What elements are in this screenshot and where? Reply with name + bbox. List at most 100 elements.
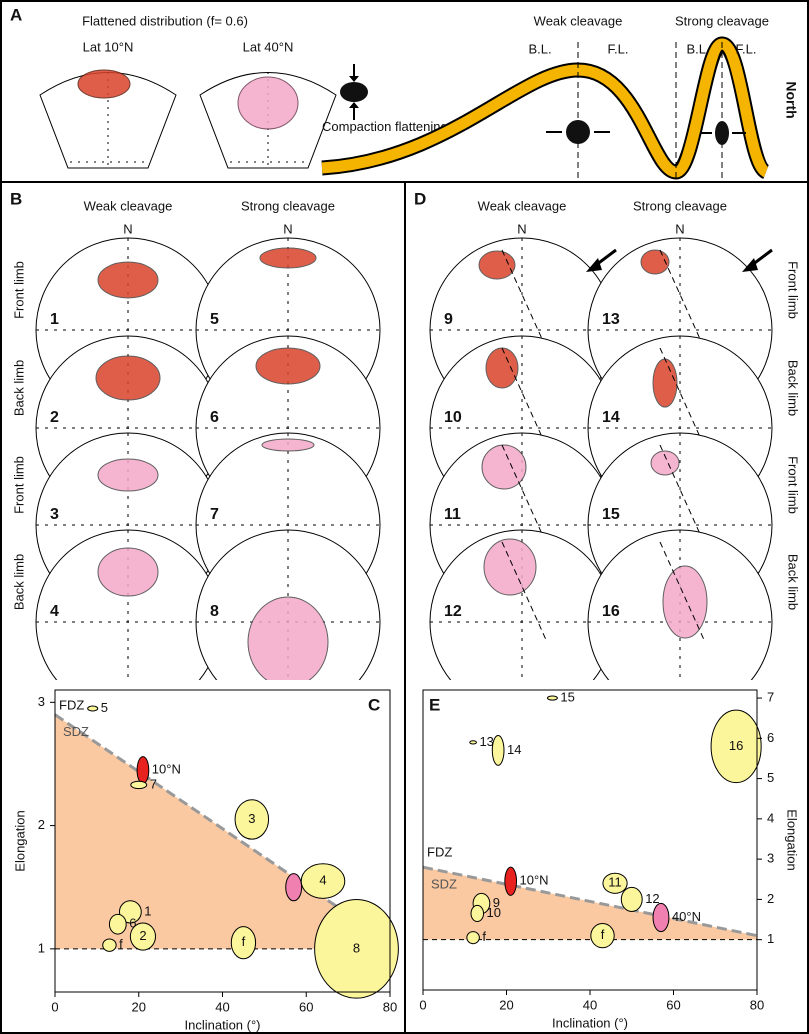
- data-cloud: [485, 347, 519, 389]
- north-label: North: [783, 81, 799, 118]
- confidence-ellipse: [546, 695, 558, 701]
- confidence-ellipse: [710, 709, 762, 784]
- point-label: 13: [479, 734, 493, 749]
- point-label: 5: [101, 700, 108, 715]
- confidence-ellipse: [129, 922, 156, 951]
- column-header: Weak cleavage: [478, 198, 567, 213]
- limb-label: Front limb: [11, 456, 26, 514]
- confidence-ellipse: [230, 926, 257, 960]
- net-number: 6: [210, 409, 219, 426]
- point-label: 10: [487, 905, 501, 920]
- y-tick-label: 7: [767, 689, 774, 704]
- net-title: Lat 40°N: [243, 39, 294, 54]
- cleavage-trace: [659, 541, 706, 643]
- limb-label: Front limb: [786, 261, 801, 319]
- cleavage-trace: [501, 347, 548, 449]
- x-tick-label: 40: [215, 999, 229, 1014]
- north-label: N: [517, 221, 526, 236]
- point-label: 10°N: [152, 762, 181, 777]
- confidence-ellipse: [108, 913, 127, 935]
- process-label: Compaction flattening: [322, 119, 448, 134]
- point-label: 8: [353, 940, 360, 955]
- confidence-ellipse: [491, 735, 505, 766]
- data-cloud: [662, 565, 708, 639]
- point-label: f: [482, 929, 486, 944]
- zone-label: Weak cleavage: [534, 13, 623, 28]
- confidence-ellipse: [87, 705, 99, 712]
- x-tick-label: 80: [383, 999, 397, 1014]
- limb-label: Back limb: [786, 554, 801, 610]
- panel-label: D: [414, 189, 426, 208]
- y-tick-label: 1: [767, 931, 774, 946]
- point-label: 4: [319, 872, 326, 887]
- data-cloud: [652, 358, 678, 408]
- data-cloud: [261, 438, 315, 452]
- data-cloud: [640, 249, 670, 275]
- net-number: 2: [50, 409, 59, 426]
- net-number: 12: [444, 603, 462, 620]
- data-cloud: [478, 250, 516, 280]
- nets: 9 10 11 12 13 14 15 16: [429, 237, 773, 680]
- x-tick-label: 20: [499, 997, 513, 1012]
- x-tick-label: 40: [583, 997, 597, 1012]
- net-number: 13: [602, 311, 620, 328]
- data-cloud: [97, 547, 159, 597]
- net-number: 16: [602, 603, 620, 620]
- net-number: 15: [602, 506, 620, 523]
- point-label: 2: [139, 928, 146, 943]
- zone-label: FDZ: [427, 845, 452, 860]
- y-tick-label: 2: [767, 891, 774, 906]
- zone-label: SDZ: [63, 724, 89, 739]
- x-tick-label: 0: [51, 999, 58, 1014]
- cleavage-trace: [501, 249, 548, 351]
- point-label: 10°N: [520, 873, 549, 888]
- zone-label: SDZ: [431, 877, 457, 892]
- fan-net: [39, 69, 337, 169]
- confidence-ellipse: [130, 780, 148, 790]
- y-tick-label: 6: [767, 730, 774, 745]
- confidence-ellipse: [590, 923, 615, 949]
- confidence-ellipse: [602, 872, 628, 894]
- confidence-ellipse: [118, 900, 142, 924]
- cleavage-trace: [659, 347, 706, 449]
- limb-label: Back limb: [11, 360, 26, 416]
- north-label: N: [675, 221, 684, 236]
- column-header: Weak cleavage: [84, 198, 173, 213]
- net-number: 3: [50, 506, 59, 523]
- confidence-ellipse: [314, 899, 399, 999]
- point-label: f: [601, 927, 605, 942]
- y-tick-label: 5: [767, 770, 774, 785]
- x-tick-label: 80: [750, 997, 764, 1012]
- column-header: Strong cleavage: [241, 198, 335, 213]
- panel-label: E: [429, 695, 440, 714]
- arrow-head: [586, 258, 602, 272]
- confidence-ellipse: [285, 873, 303, 902]
- data-cloud: [247, 596, 329, 680]
- fold: [321, 36, 771, 180]
- x-axis-label: Inclination (°): [184, 1017, 260, 1032]
- confidence-ellipse: [504, 866, 518, 896]
- north-label: N: [283, 221, 292, 236]
- panel-label: B: [10, 189, 22, 208]
- limb-label: Back limb: [786, 360, 801, 416]
- confidence-ellipse: [136, 756, 150, 785]
- data-cloud: [97, 458, 159, 492]
- limb-label: F.L.: [608, 41, 629, 56]
- zone-label: Strong cleavage: [675, 13, 769, 28]
- limb-label: Back limb: [11, 554, 26, 610]
- nets: 1 2 3 4 5 6 7 8: [35, 237, 381, 680]
- point-label: 1: [144, 903, 151, 918]
- net-number: 5: [210, 311, 219, 328]
- net-number: 7: [210, 506, 219, 523]
- confidence-ellipse: [620, 886, 643, 912]
- panel-label: C: [368, 695, 380, 714]
- limb-label: F.L.: [736, 41, 757, 56]
- cleavage-trace: [659, 249, 706, 351]
- point-label: 12: [645, 891, 659, 906]
- y-tick-label: 4: [767, 810, 774, 825]
- y-tick-label: 3: [38, 694, 45, 709]
- limb-label: Front limb: [786, 456, 801, 514]
- net-number: 9: [444, 311, 453, 328]
- data-cloud: [481, 444, 527, 490]
